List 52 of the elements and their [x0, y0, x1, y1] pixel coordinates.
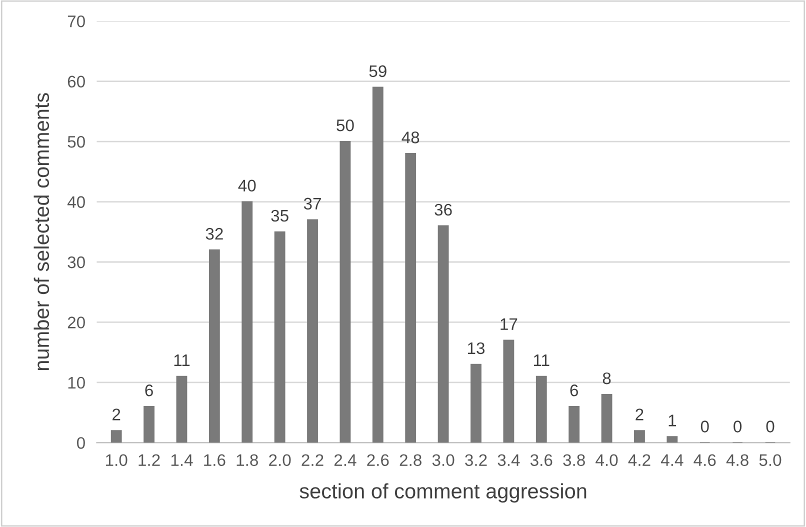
data-label: 8: [602, 372, 611, 384]
x-tick-label: 3.4: [498, 454, 520, 466]
data-label: 2: [636, 408, 644, 420]
data-label: 0: [766, 420, 774, 432]
y-tick-label: 50: [68, 136, 85, 148]
x-tick-label: 1.6: [204, 454, 226, 466]
data-label: 0: [700, 420, 709, 432]
x-tick-label: 4.6: [694, 454, 716, 466]
x-tick-label: 4.4: [660, 454, 684, 466]
data-label: 50: [336, 119, 354, 132]
data-label: 6: [145, 384, 153, 396]
x-tick-label: 3.8: [563, 454, 585, 466]
y-tick-label: 20: [68, 316, 85, 328]
data-label: 35: [271, 210, 288, 222]
y-tick-label: 40: [67, 196, 85, 208]
y-axis-title: number of selected comments: [34, 93, 50, 370]
data-label: 11: [174, 354, 190, 366]
x-tick-label: 1.8: [236, 454, 258, 466]
x-tick-label: 2.2: [302, 454, 324, 466]
data-label: 2: [112, 408, 120, 420]
x-tick-label: 1.0: [106, 454, 128, 466]
y-tick-label: 10: [68, 376, 85, 389]
x-tick-label: 1.2: [138, 454, 160, 466]
x-tick-label: 2.0: [269, 454, 291, 466]
data-label: 0: [734, 420, 742, 432]
x-tick-label: 4.0: [596, 454, 618, 466]
data-label: 17: [500, 318, 518, 330]
data-label: 32: [206, 228, 223, 240]
x-tick-label: 5.0: [759, 454, 782, 466]
x-tick-label: 4.2: [628, 454, 650, 466]
data-label: 1: [668, 414, 676, 426]
x-tick-label: 3.0: [432, 454, 454, 466]
x-axis-title: section of comment aggression: [300, 483, 586, 503]
x-tick-label: 2.8: [400, 454, 422, 466]
data-label: 59: [369, 65, 386, 78]
data-label: 36: [434, 204, 452, 216]
x-tick-label: 2.6: [367, 454, 389, 466]
data-label: 48: [402, 132, 420, 144]
x-tick-label: 3.2: [465, 454, 487, 466]
data-label: 13: [468, 342, 485, 354]
data-label: 6: [570, 384, 578, 396]
data-label: 11: [534, 354, 550, 366]
x-tick-label: 1.4: [171, 454, 193, 466]
data-label: 37: [304, 198, 321, 210]
y-tick-label: 0: [76, 437, 85, 449]
y-tick-label: 60: [68, 76, 85, 88]
x-tick-label: 3.6: [530, 454, 552, 466]
data-label: 40: [238, 180, 256, 192]
y-tick-label: 70: [68, 15, 85, 28]
x-tick-label: 2.4: [334, 454, 356, 466]
y-tick-label: 30: [68, 256, 85, 268]
x-tick-label: 4.8: [726, 454, 748, 466]
